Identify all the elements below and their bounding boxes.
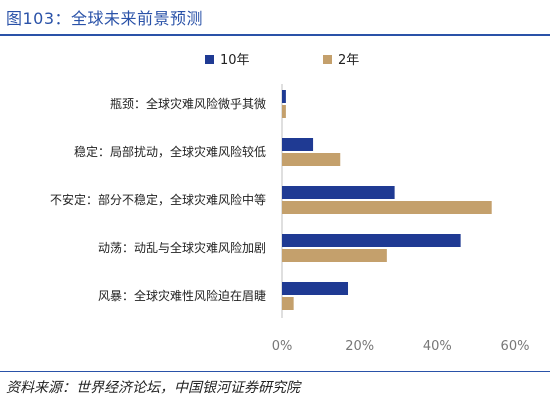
category-label: 稳定：局部扰动，全球灾难风险较低	[74, 144, 266, 159]
bar-series1	[282, 186, 395, 199]
bar-series1	[282, 138, 314, 151]
bar-series1	[282, 234, 461, 247]
bar-series1	[282, 90, 286, 103]
legend-label: 10年	[220, 53, 250, 68]
bar-series2	[282, 249, 387, 262]
bar-chart: 瓶颈：全球灾难风险微乎其微稳定：局部扰动，全球灾难风险较低不安定：部分不稳定，全…	[50, 53, 530, 354]
bar-series2	[282, 105, 286, 118]
category-label: 动荡：动乱与全球灾难风险加剧	[98, 240, 266, 255]
category-label: 风暴：全球灾难性风险迫在眉睫	[98, 288, 266, 303]
title-underline	[0, 34, 550, 36]
bar-series1	[282, 282, 349, 295]
source-note: 资料来源：世界经济论坛，中国银河证券研究院	[6, 380, 300, 396]
x-tick-label: 20%	[345, 339, 374, 354]
category-label: 不安定：部分不稳定，全球灾难风险中等	[50, 192, 266, 207]
x-tick-label: 40%	[423, 339, 452, 354]
legend-swatch	[205, 55, 214, 64]
x-tick-label: 0%	[272, 339, 293, 354]
bar-series2	[282, 153, 341, 166]
footer-divider	[0, 371, 550, 372]
category-label: 瓶颈：全球灾难风险微乎其微	[110, 96, 266, 111]
legend-swatch	[323, 55, 332, 64]
chart-title: 图103：全球未来前景预测	[6, 9, 204, 28]
bar-series2	[282, 201, 492, 214]
x-tick-label: 60%	[501, 339, 530, 354]
bar-series2	[282, 297, 294, 310]
legend-label: 2年	[338, 53, 359, 68]
